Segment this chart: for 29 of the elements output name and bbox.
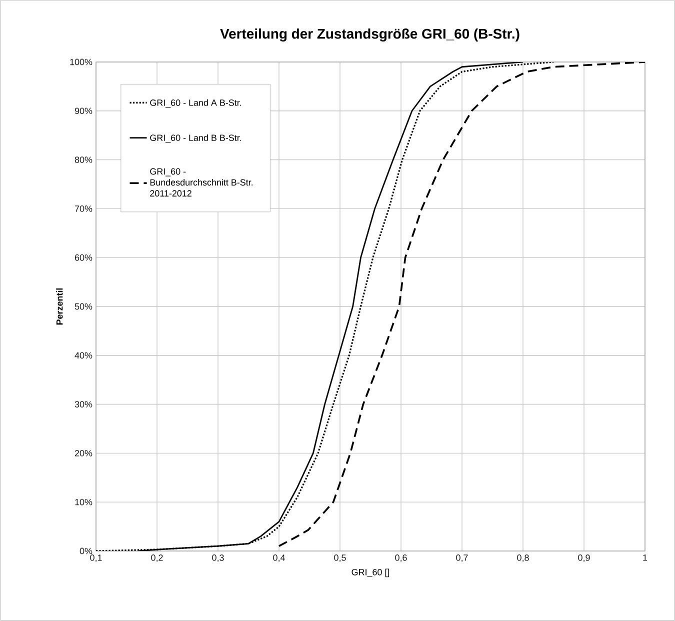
x-tick-label: 0,1 [90,554,102,562]
x-tick-label: 0,7 [456,554,468,562]
y-tick-label: 90% [74,108,92,114]
x-tick-label: 0,8 [517,554,529,562]
x-tick-label: 1 [643,554,648,561]
x-tick-label: 0,5 [334,554,346,562]
y-tick-label: 10% [75,498,92,506]
x-tick-label: 0,4 [273,554,285,562]
y-tick-label: 60% [74,254,92,261]
y-axis-title: Perzentil [56,288,63,325]
y-tick-label: 0% [80,548,92,554]
y-tick-label: 30% [74,401,92,408]
legend-label: GRI_60 - Bundesdurchschnitt B-Str. 2011-2012 [150,168,253,197]
line-series [96,62,554,551]
x-tick-label: 0,2 [151,554,163,562]
x-tick-label: 0,3 [212,554,224,562]
x-axis-title: GRI_60 [] [352,568,390,578]
y-tick-label: 20% [74,450,92,456]
y-tick-label: 50% [74,303,92,310]
y-tick-label: 70% [74,206,92,212]
x-tick-label: 0,9 [578,554,590,562]
legend-label: GRI_60 - Land B B-Str. [150,134,242,143]
x-tick-label: 0,6 [395,554,407,562]
chart-title: Verteilung der Zustandsgröße GRI_60 (B-Str.) [220,28,520,42]
y-tick-label: 40% [74,352,92,359]
line-series [278,62,645,547]
y-tick-label: 100% [70,58,92,66]
y-tick-label: 80% [74,156,92,163]
legend-label: GRI_60 - Land A B-Str. [150,99,242,108]
